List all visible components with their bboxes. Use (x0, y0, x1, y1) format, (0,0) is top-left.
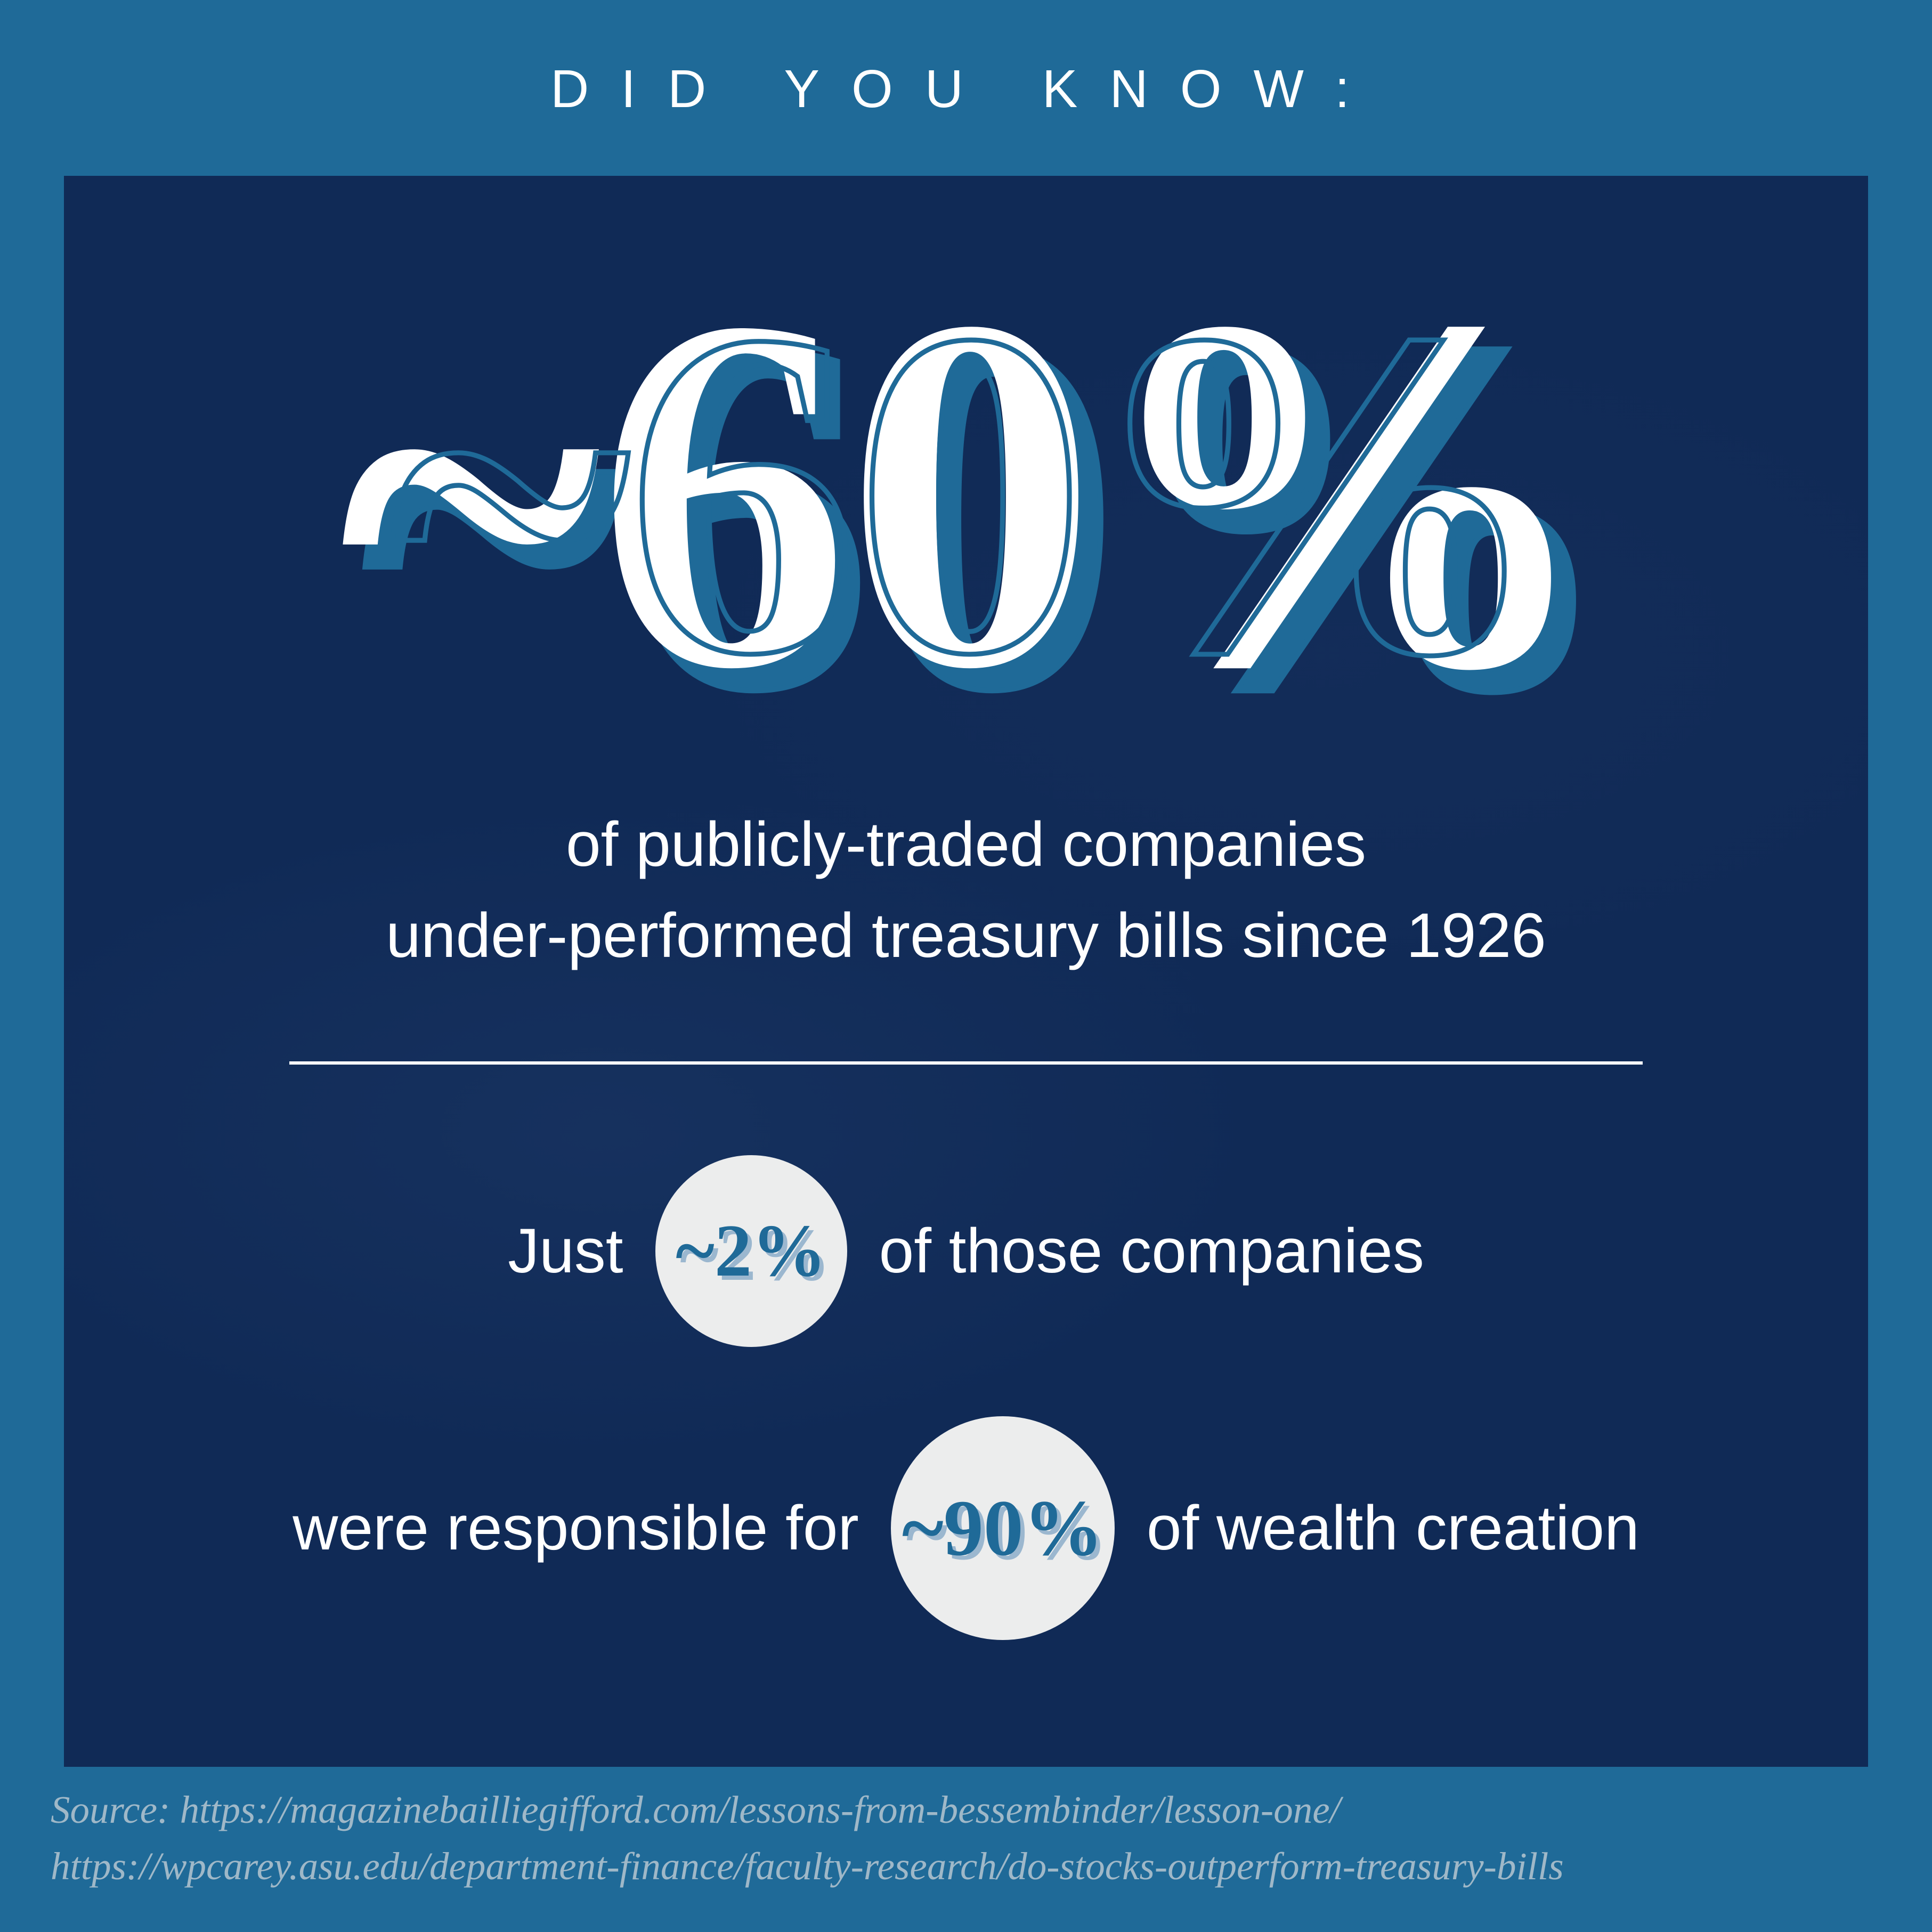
header-text: DID YOU KNOW: (0, 59, 1932, 120)
stat-2pct: ~2% ~2% (676, 1214, 826, 1288)
header-band: DID YOU KNOW: (0, 0, 1932, 173)
infographic-card: DID YOU KNOW: ~60% ~60% ~60% of publicly… (0, 0, 1932, 1932)
stat-circle-90pct: ~90% ~90% (891, 1416, 1115, 1640)
footer-band: Source: https://magazinebailliegifford.c… (0, 1750, 1932, 1932)
hero-stat: ~60% ~60% ~60% (339, 240, 1593, 746)
subhead: of publicly-traded companies under-perfo… (279, 799, 1653, 981)
source-line-2: https://wpcarey.asu.edu/department-finan… (51, 1838, 1881, 1895)
main-panel: ~60% ~60% ~60% of publicly-traded compan… (64, 176, 1868, 1767)
source-url-1: https://magazinebailliegifford.com/lesso… (180, 1788, 1341, 1831)
sentence-block: Just ~2% ~2% of those companies were res… (64, 1155, 1868, 1640)
stat-90pct: ~90% ~90% (902, 1488, 1103, 1568)
subhead-line1: of publicly-traded companies (386, 799, 1546, 890)
sentence-row-2: were responsible for ~90% ~90% of wealth… (293, 1416, 1639, 1640)
sentence-pre-2: were responsible for (293, 1492, 859, 1564)
sentence-post-2: of wealth creation (1147, 1492, 1639, 1564)
sentence-post-1: of those companies (879, 1215, 1424, 1287)
sentence-row-1: Just ~2% ~2% of those companies (508, 1155, 1424, 1347)
source-prefix: Source: (51, 1788, 180, 1831)
divider (289, 1061, 1643, 1065)
hero-stat-outline: ~60% (389, 260, 1543, 726)
sentence-pre-1: Just (508, 1215, 623, 1287)
stat-90pct-fill: ~90% (902, 1484, 1103, 1572)
stat-circle-2pct: ~2% ~2% (655, 1155, 847, 1347)
stat-2pct-fill: ~2% (676, 1209, 826, 1292)
hero-stat-wrap: ~60% ~60% ~60% (64, 240, 1868, 709)
subhead-line2: under-performed treasury bills since 192… (386, 890, 1546, 981)
source-line-1: Source: https://magazinebailliegifford.c… (51, 1782, 1881, 1838)
